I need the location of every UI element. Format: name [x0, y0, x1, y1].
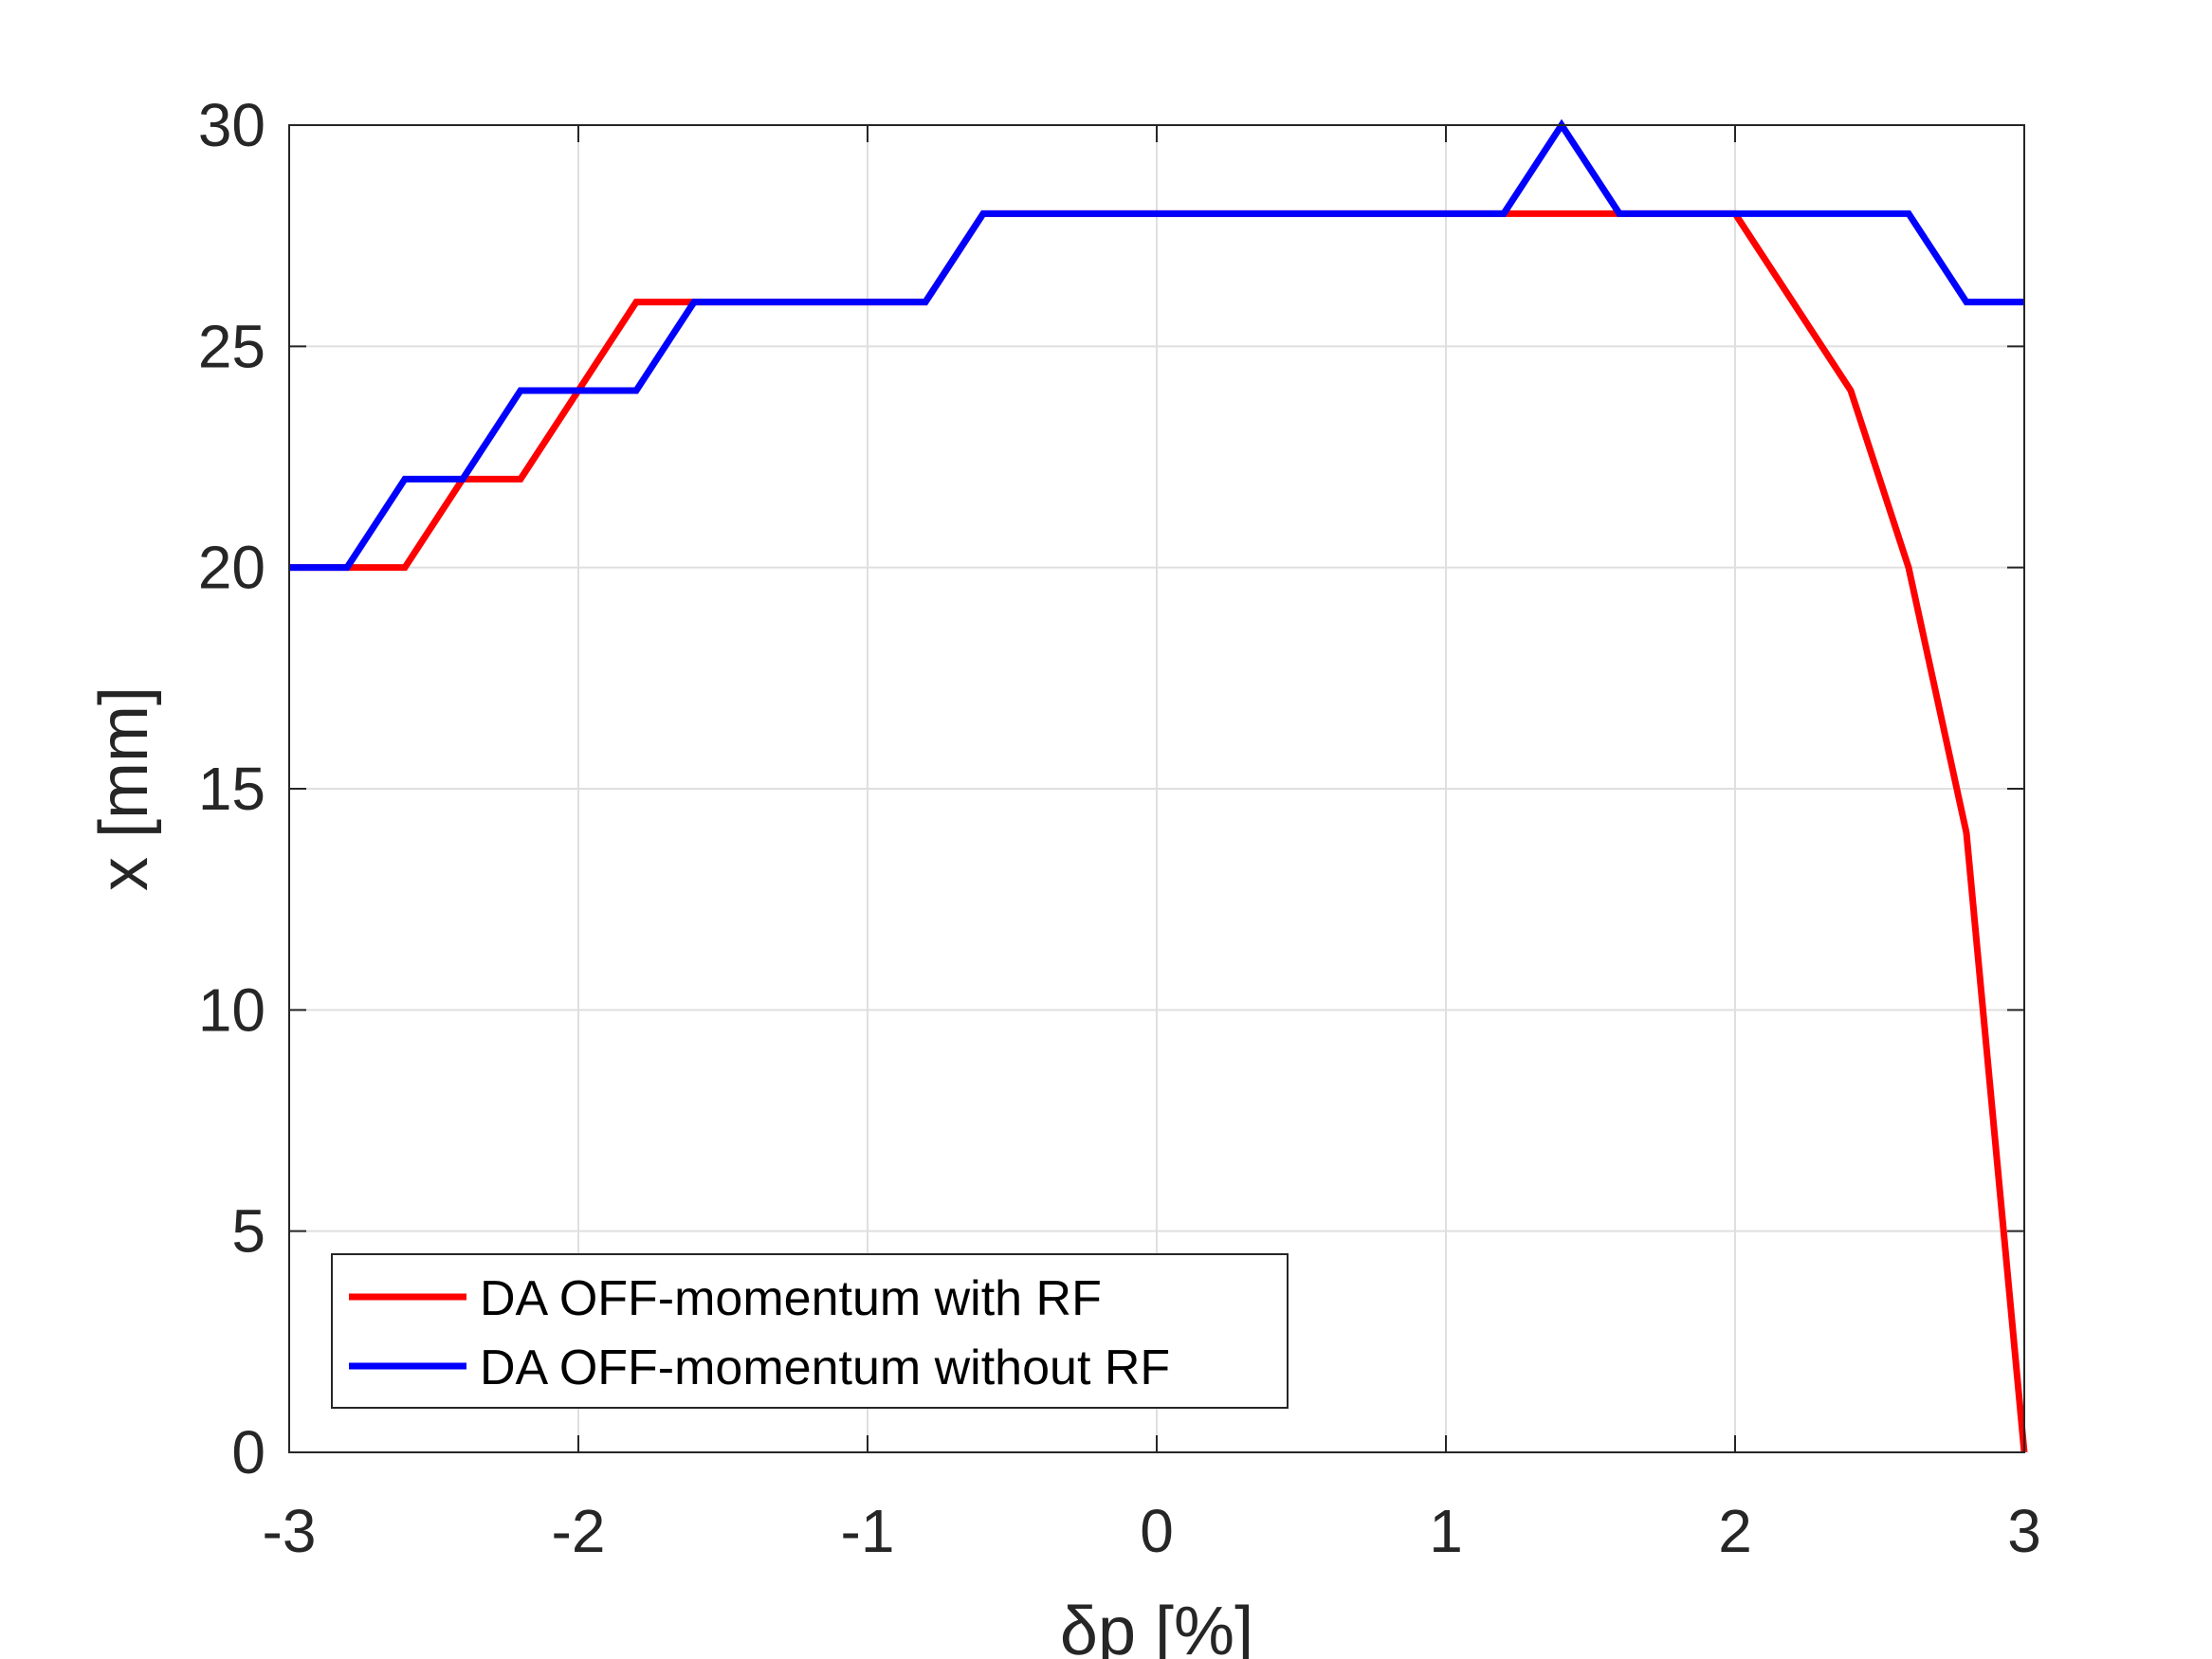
y-tick-label: 20	[198, 534, 265, 602]
x-tick-label: -3	[263, 1497, 317, 1565]
y-tick-label: 30	[198, 91, 265, 159]
x-tick-label: 0	[1140, 1497, 1174, 1565]
x-tick-label: -1	[841, 1497, 895, 1565]
legend-label-without-rf: DA OFF-momentum without RF	[480, 1340, 1170, 1395]
legend-label-with-rf: DA OFF-momentum with RF	[480, 1271, 1102, 1326]
x-tick-label: 1	[1429, 1497, 1463, 1565]
y-tick-label: 0	[231, 1418, 265, 1486]
y-tick-label: 15	[198, 755, 265, 823]
y-tick-label: 25	[198, 312, 265, 380]
x-tick-label: 2	[1718, 1497, 1752, 1565]
y-tick-labels: 0 5 10 15 20 25 30	[198, 91, 265, 1486]
series-lines	[289, 118, 2028, 1453]
x-tick-label: 3	[2007, 1497, 2041, 1565]
x-tick-label: -2	[552, 1497, 606, 1565]
y-tick-label: 10	[198, 975, 265, 1044]
legend-box	[331, 1253, 1289, 1409]
x-tick-labels: -3 -2 -1 0 1 2 3	[263, 1497, 2041, 1565]
y-tick-label: 5	[231, 1197, 265, 1266]
series-line-without-rf	[289, 118, 2024, 572]
y-axis-label: x [mm]	[86, 686, 162, 891]
plot-frame	[288, 124, 2025, 1453]
legend: DA OFF-momentum with RF DA OFF-momentum …	[331, 1253, 1289, 1409]
x-axis-label: δp [%]	[1060, 1594, 1253, 1659]
